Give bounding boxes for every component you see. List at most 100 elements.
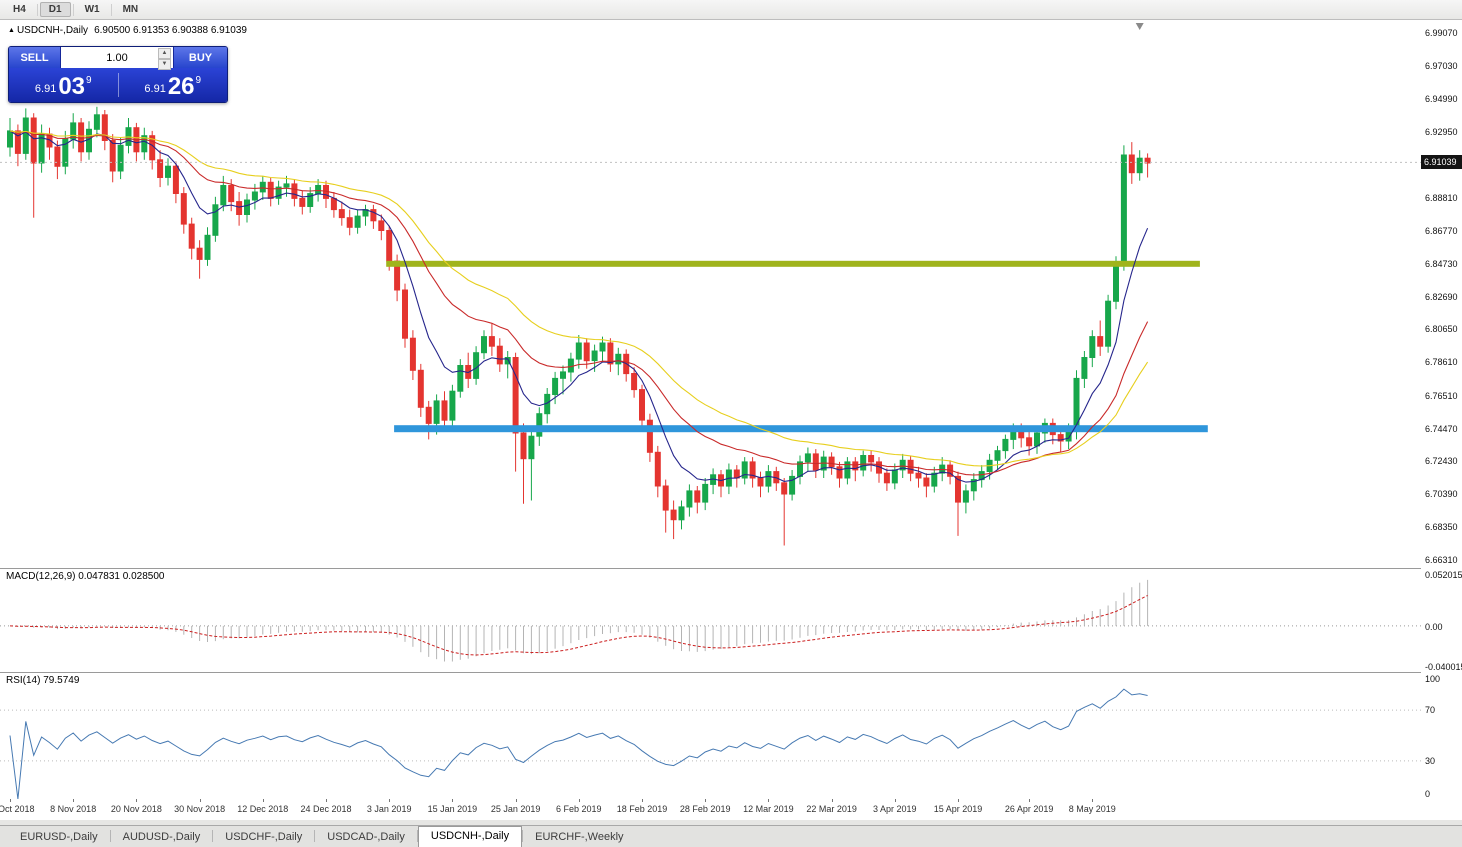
price-axis-label: 6.92950 [1425, 126, 1458, 137]
spinner-down-icon[interactable]: ▼ [158, 59, 171, 70]
rsi-line [9, 688, 1148, 799]
buy-price-pips: 26 [167, 73, 195, 100]
chart-tab-audusd-daily[interactable]: AUDUSD-,Daily [122, 831, 201, 843]
price-axis-label: 6.97030 [1425, 61, 1458, 72]
tab-divider [522, 830, 524, 842]
sell-button[interactable]: SELL [9, 47, 61, 68]
toolbar-divider [110, 3, 112, 16]
time-axis-label: 24 Dec 2018 [300, 804, 352, 814]
sell-price-display[interactable]: 6.91 03 9 [9, 68, 118, 102]
time-axis-label: 3 Jan 2019 [366, 804, 412, 814]
macd-axis-label: 0.00 [1425, 621, 1443, 632]
time-axis-label: 26 Apr 2019 [1004, 804, 1054, 814]
chart-title: ▲ USDCNH-,Daily 6.90500 6.91353 6.90388 6.… [8, 25, 247, 36]
macd-values: 0.047831 0.028500 [78, 571, 165, 582]
chart-tab-eurchf-weekly[interactable]: EURCHF-,Weekly [535, 831, 624, 843]
trade-controls-row: SELL 1.00 ▲ ▼ BUY [9, 47, 227, 70]
price-axis-label: 6.76510 [1425, 390, 1458, 401]
volume-input[interactable]: 1.00 ▲ ▼ [61, 47, 173, 70]
time-axis-tick [1029, 799, 1031, 802]
macd-pane[interactable] [0, 568, 1421, 672]
toolbar-divider [36, 3, 38, 16]
ma-line-21[interactable] [9, 130, 1149, 476]
time-axis-tick [389, 799, 391, 802]
time-axis-tick [199, 799, 201, 802]
sell-price-main: 6.91 [34, 83, 57, 95]
time-axis-label: 3 Apr 2019 [873, 804, 917, 814]
macd-signal-line [9, 595, 1148, 656]
support-line[interactable] [394, 425, 1208, 433]
rsi-pane[interactable] [0, 672, 1421, 799]
time-axis-tick [578, 799, 580, 802]
tab-divider [314, 830, 316, 842]
ma-line-34[interactable] [9, 130, 1149, 467]
macd-indicator-label: MACD(12,26,9) 0.047831 0.028500 [6, 571, 164, 582]
sell-price-pipette: 9 [86, 75, 92, 86]
chart-tab-usdchf-daily[interactable]: USDCHF-,Daily [225, 831, 303, 843]
shift-marker-icon[interactable] [1135, 23, 1144, 30]
spinner-up-icon[interactable]: ▲ [158, 48, 171, 59]
one-click-trading-panel: SELL 1.00 ▲ ▼ BUY 6.91 03 9 6.91 26 9 [8, 46, 228, 103]
price-axis-label: 6.82690 [1425, 291, 1458, 302]
rsi-value: 79.5749 [43, 675, 80, 686]
price-axis-label: 6.86770 [1425, 226, 1458, 236]
period-button-w1[interactable]: W1 [84, 4, 100, 15]
buy-price-display[interactable]: 6.91 26 9 [119, 68, 228, 102]
macd-histogram [17, 579, 1149, 662]
period-button-d1[interactable]: D1 [39, 2, 71, 17]
price-axis-label: 6.70390 [1425, 489, 1458, 500]
chart-tab-usdcad-daily[interactable]: USDCAD-,Daily [327, 831, 405, 843]
time-axis-label: 8 Nov 2018 [50, 804, 97, 814]
buy-button[interactable]: BUY [173, 47, 227, 68]
main-chart[interactable] [0, 20, 1421, 568]
time-axis-label: 18 Feb 2019 [616, 804, 668, 814]
chart-background [0, 20, 1462, 820]
timeframe-toolbar: H4 D1 W1 MN [0, 0, 1462, 20]
price-axis-label: 6.94990 [1425, 93, 1458, 104]
ma-line-8[interactable] [9, 130, 1149, 483]
time-axis-tick [452, 799, 454, 802]
rsi-name: RSI(14) [6, 675, 41, 686]
price-axis-label: 6.72430 [1425, 456, 1458, 467]
time-axis-label: 15 Apr 2019 [933, 804, 983, 814]
rsi-axis-label: 70 [1425, 705, 1436, 716]
chart-tab-usdcnh-daily[interactable]: USDCNH-,Daily [417, 826, 523, 847]
volume-spinner[interactable]: ▲ ▼ [158, 48, 171, 70]
time-axis-tick [136, 799, 138, 802]
sell-price-pips: 03 [58, 73, 86, 100]
macd-name: MACD(12,26,9) [6, 571, 76, 582]
price-axis-label: 6.66310 [1425, 554, 1458, 565]
time-axis-label: 12 Mar 2019 [743, 804, 794, 814]
period-button-h4[interactable]: H4 [13, 4, 26, 15]
price-axis-label: 6.74470 [1425, 423, 1458, 434]
price-axis-label: 6.88810 [1425, 193, 1458, 204]
chart-symbol-label: USDCNH-,Daily [16, 25, 89, 36]
rsi-axis-label: 30 [1425, 755, 1436, 766]
price-axis-label: 6.80650 [1425, 324, 1458, 335]
price-axis-label: 6.99070 [1425, 28, 1458, 39]
period-button-mn[interactable]: MN [122, 4, 139, 15]
time-axis-label: 22 Mar 2019 [806, 804, 857, 814]
time-axis[interactable]: 29 Oct 2018 8 Nov 2018 20 Nov 2018 30 Nov 2… [0, 799, 1421, 820]
time-axis-tick [262, 799, 264, 802]
price-axis[interactable]: 6.99070 6.97030 6.94990 6.92950 6.88810 6.867… [1421, 20, 1462, 800]
price-axis-label: 6.78610 [1425, 357, 1458, 368]
time-axis-tick [894, 799, 896, 802]
buy-price-pipette: 9 [195, 75, 202, 86]
time-axis-tick [10, 799, 11, 802]
pane-separator[interactable] [0, 672, 1462, 673]
price-axis-label: 6.68350 [1425, 522, 1458, 533]
rsi-axis-label: 0 [1425, 789, 1431, 799]
rsi-axis-label: 100 [1425, 674, 1441, 684]
time-axis-label: 8 May 2019 [1068, 804, 1116, 814]
time-axis-tick [1092, 799, 1094, 802]
time-axis-label: 12 Dec 2018 [237, 804, 289, 814]
tab-divider [416, 830, 418, 842]
resistance-line[interactable] [386, 260, 1200, 267]
pane-separator[interactable] [0, 568, 1462, 569]
time-axis-label: 25 Jan 2019 [490, 804, 541, 814]
chart-ohlc-values: 6.90500 6.91353 6.90388 6.91039 [94, 25, 247, 36]
time-axis-label: 20 Nov 2018 [110, 804, 162, 814]
chart-tab-eurusd-daily[interactable]: EURUSD-,Daily [20, 831, 98, 843]
